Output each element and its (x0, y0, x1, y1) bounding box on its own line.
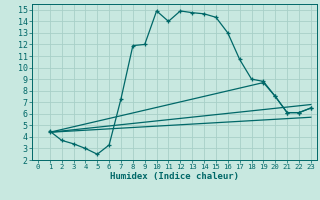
X-axis label: Humidex (Indice chaleur): Humidex (Indice chaleur) (110, 172, 239, 181)
